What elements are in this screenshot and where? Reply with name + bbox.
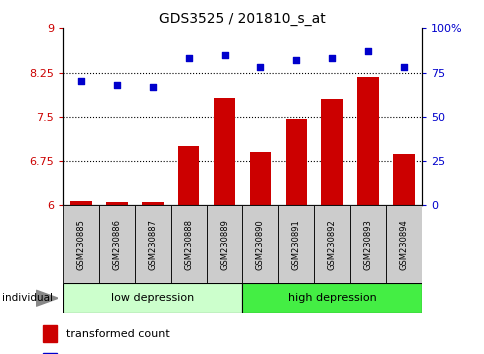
Bar — [170, 205, 206, 283]
Title: GDS3525 / 201810_s_at: GDS3525 / 201810_s_at — [159, 12, 325, 26]
Text: individual: individual — [2, 293, 53, 303]
Bar — [321, 99, 342, 205]
Point — [256, 64, 264, 70]
Bar — [249, 152, 271, 205]
Text: GSM230892: GSM230892 — [327, 219, 336, 270]
Bar — [178, 146, 199, 205]
Point — [328, 56, 335, 61]
Text: transformed count: transformed count — [65, 329, 169, 339]
Bar — [242, 205, 278, 283]
Point — [77, 79, 85, 84]
Point — [363, 48, 371, 54]
Bar — [206, 205, 242, 283]
Bar — [285, 119, 306, 205]
Text: GSM230888: GSM230888 — [184, 219, 193, 270]
Bar — [99, 205, 135, 283]
Text: GSM230887: GSM230887 — [148, 219, 157, 270]
Bar — [278, 205, 314, 283]
Bar — [63, 283, 242, 313]
Bar — [213, 98, 235, 205]
Bar — [357, 77, 378, 205]
Bar — [314, 205, 349, 283]
Text: low depression: low depression — [111, 293, 194, 303]
Text: GSM230889: GSM230889 — [220, 219, 228, 270]
Point — [292, 57, 300, 63]
Point — [149, 84, 156, 90]
Bar — [349, 205, 385, 283]
Bar — [393, 154, 414, 205]
Text: GSM230893: GSM230893 — [363, 219, 372, 270]
Text: GSM230885: GSM230885 — [76, 219, 85, 270]
Bar — [70, 201, 91, 205]
Bar — [142, 202, 163, 205]
Text: GSM230891: GSM230891 — [291, 219, 300, 270]
Bar — [43, 325, 57, 342]
Bar — [385, 205, 421, 283]
Text: high depression: high depression — [287, 293, 376, 303]
Text: GSM230886: GSM230886 — [112, 219, 121, 270]
Point — [399, 64, 407, 70]
Bar — [242, 283, 421, 313]
Point — [113, 82, 121, 88]
Text: GSM230890: GSM230890 — [256, 219, 264, 270]
Bar — [63, 205, 99, 283]
Polygon shape — [36, 290, 58, 306]
Bar — [43, 353, 57, 354]
Point — [220, 52, 228, 58]
Bar — [106, 202, 127, 205]
Bar — [135, 205, 170, 283]
Point — [184, 56, 192, 61]
Text: GSM230894: GSM230894 — [399, 219, 408, 270]
